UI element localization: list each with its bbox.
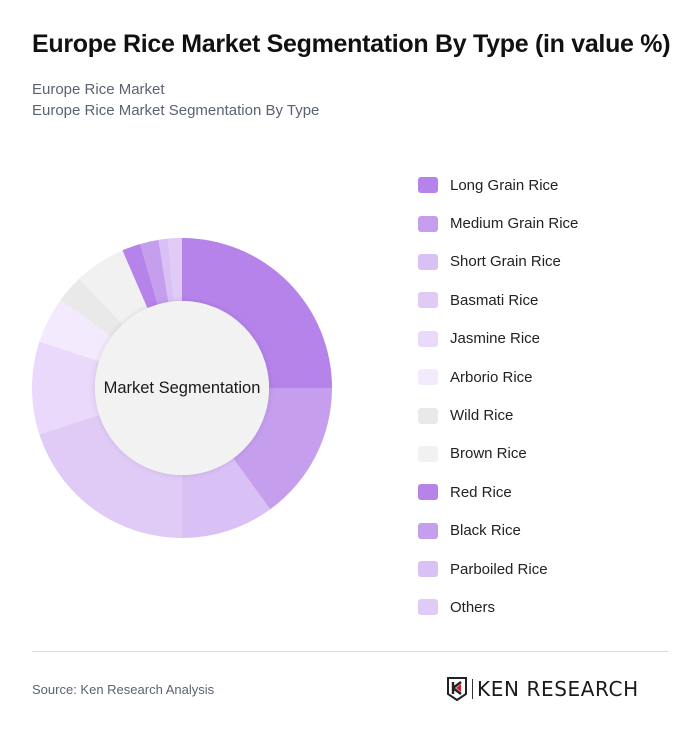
legend-swatch: [418, 522, 438, 539]
donut-slice-arborio-rice: [39, 299, 112, 362]
legend-swatch: [418, 215, 438, 232]
source-note: Source: Ken Research Analysis: [32, 682, 215, 697]
legend-item-basmati-rice: Basmati Rice: [418, 281, 578, 319]
donut-slice-wild-rice: [60, 278, 123, 337]
legend-item-long-grain-rice: Long Grain Rice: [418, 166, 578, 204]
ken-research-logo: KEN RESEARCH: [446, 674, 639, 704]
chart-title: Europe Rice Market Segmentation By Type …: [32, 30, 671, 58]
legend-swatch: [418, 407, 438, 424]
footer-divider: [32, 651, 668, 652]
legend-label: Jasmine Rice: [450, 330, 541, 348]
legend-swatch: [418, 292, 438, 309]
donut-slice-short-grain-rice: [182, 458, 271, 538]
donut-slice-long-grain-rice: [182, 238, 332, 388]
chart-legend: Long Grain Rice Medium Grain Rice Short Gr…: [418, 166, 578, 627]
legend-swatch: [418, 599, 438, 616]
donut-slice-others: [167, 238, 182, 302]
legend-swatch: [418, 561, 438, 578]
donut-slice-basmati-rice: [39, 414, 182, 538]
donut-slice-red-rice: [122, 243, 158, 309]
legend-swatch: [418, 253, 438, 270]
legend-label: Medium Grain Rice: [450, 215, 579, 233]
legend-swatch: [418, 177, 438, 194]
legend-label: Long Grain Rice: [450, 176, 559, 194]
donut-chart: Market Segmentation: [32, 238, 332, 538]
legend-item-red-rice: Red Rice: [418, 473, 578, 511]
legend-item-black-rice: Black Rice: [418, 512, 578, 550]
legend-label: Red Rice: [450, 483, 512, 501]
legend-item-jasmine-rice: Jasmine Rice: [418, 320, 578, 358]
legend-label: Wild Rice: [450, 407, 514, 425]
legend-item-arborio-rice: Arborio Rice: [418, 358, 578, 396]
legend-label: Parboiled Rice: [450, 560, 548, 578]
donut-slice-parboiled-rice: [158, 238, 174, 303]
legend-label: Black Rice: [450, 522, 521, 540]
legend-label: Others: [450, 598, 496, 616]
legend-label: Arborio Rice: [450, 368, 533, 386]
legend-swatch: [418, 445, 438, 462]
logo-shield-icon: [447, 677, 467, 702]
legend-swatch: [418, 484, 438, 501]
donut-center: [95, 301, 269, 475]
legend-item-others: Others: [418, 588, 578, 626]
legend-label: Brown Rice: [450, 445, 527, 463]
donut-slice-brown-rice: [79, 250, 148, 325]
legend-label: Basmati Rice: [450, 291, 539, 309]
legend-swatch: [418, 369, 438, 386]
legend-item-brown-rice: Brown Rice: [418, 435, 578, 473]
legend-item-medium-grain-rice: Medium Grain Rice: [418, 204, 578, 242]
subtitle-segmentation: Europe Rice Market Segmentation By Type: [32, 102, 320, 119]
legend-item-short-grain-rice: Short Grain Rice: [418, 243, 578, 281]
donut-slice-black-rice: [140, 239, 169, 305]
legend-item-parboiled-rice: Parboiled Rice: [418, 550, 578, 588]
donut-slice-jasmine-rice: [32, 341, 100, 435]
donut-slice-medium-grain-rice: [233, 388, 332, 510]
legend-swatch: [418, 330, 438, 347]
donut-svg: [32, 238, 332, 538]
logo-text: KEN RESEARCH: [477, 677, 639, 701]
logo-separator: [472, 679, 473, 699]
legend-label: Short Grain Rice: [450, 253, 561, 271]
subtitle-market: Europe Rice Market: [32, 81, 165, 98]
legend-item-wild-rice: Wild Rice: [418, 396, 578, 434]
